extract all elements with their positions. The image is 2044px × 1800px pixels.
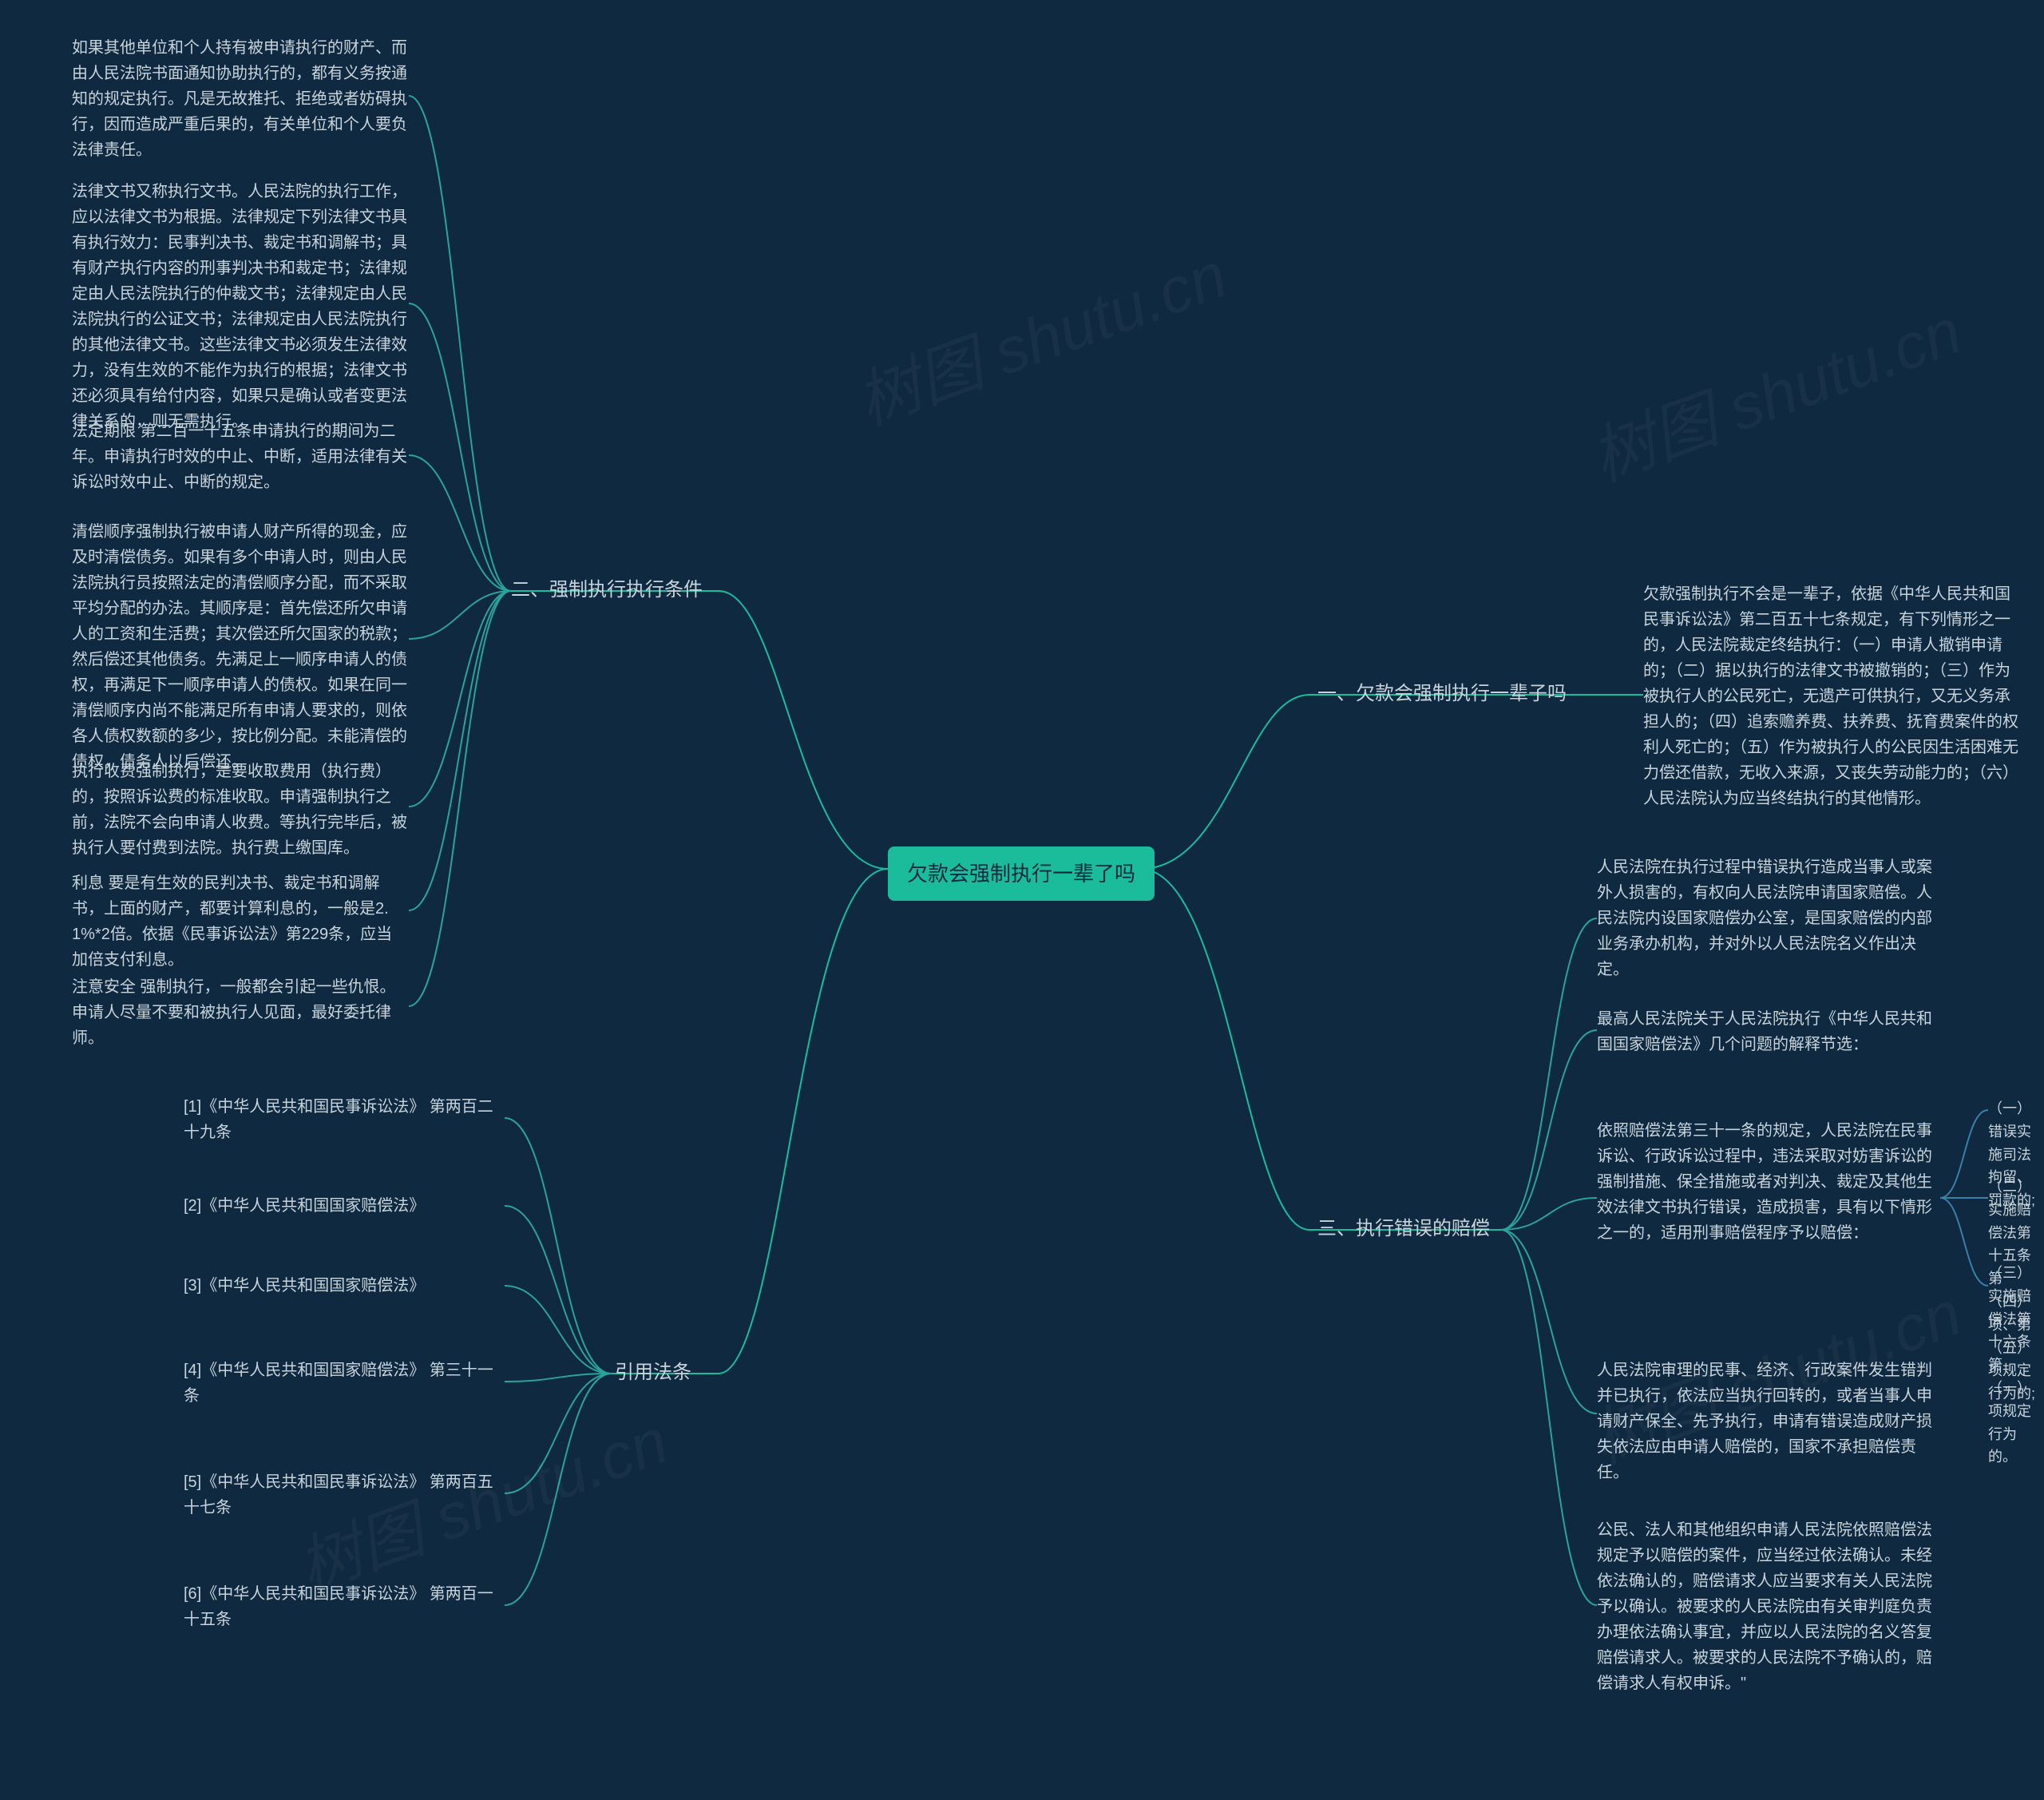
leaf-b3-5: 公民、法人和其他组织申请人民法院依照赔偿法规定予以赔偿的案件，应当经过依法确认。… — [1597, 1517, 1940, 1696]
leaf-b2-7: 注意安全 强制执行，一般都会引起一些仇恨。申请人尽量不要和被执行人见面，最好委托… — [72, 974, 407, 1051]
branch-3: 三、执行错误的赔偿 — [1317, 1214, 1490, 1243]
leaf-b3-3: 依照赔偿法第三十一条的规定，人民法院在民事诉讼、行政诉讼过程中，违法采取对妨害诉… — [1597, 1118, 1940, 1246]
leaf-b3-4: 人民法院审理的民事、经济、行政案件发生错判并已执行，依法应当执行回转的，或者当事… — [1597, 1358, 1940, 1485]
root-node: 欠款会强制执行一辈了吗 — [888, 846, 1155, 901]
leaf-b2-6: 利息 要是有生效的民判决书、裁定书和调解书，上面的财产，都要计算利息的，一般是2… — [72, 870, 407, 973]
branch-1: 一、欠款会强制执行一辈子吗 — [1317, 679, 1567, 708]
leaf-b2-2: 法律文书又称执行文书。人民法院的执行工作，应以法律文书为根据。法律规定下列法律文… — [72, 179, 407, 434]
leaf-b3-3-3: （三）实施赔偿法第十六条第（一）项规定行为的。 — [1988, 1262, 2036, 1469]
leaf-b4-6: [6]《中华人民共和国民事诉讼法》 第两百一十五条 — [184, 1581, 503, 1632]
leaf-b3-2: 最高人民法院关于人民法院执行《中华人民共和国国家赔偿法》几个问题的解释节选： — [1597, 1006, 1940, 1057]
branch-2: 二、强制执行执行条件 — [511, 575, 703, 605]
leaf-b4-4: [4]《中华人民共和国国家赔偿法》 第三十一条 — [184, 1358, 503, 1409]
leaf-b1-1: 欠款强制执行不会是一辈子，依据《中华人民共和国民事诉讼法》第二百五十七条规定，有… — [1643, 581, 2018, 811]
leaf-b4-1: [1]《中华人民共和国民事诉讼法》 第两百二十九条 — [184, 1094, 503, 1145]
leaf-b3-1: 人民法院在执行过程中错误执行造成当事人或案外人损害的，有权向人民法院申请国家赔偿… — [1597, 854, 1940, 982]
leaf-b4-2: [2]《中华人民共和国国家赔偿法》 — [184, 1193, 503, 1219]
leaf-b2-1: 如果其他单位和个人持有被申请执行的财产、而由人民法院书面通知协助执行的，都有义务… — [72, 35, 407, 163]
branch-4: 引用法条 — [615, 1358, 691, 1387]
leaf-b4-3: [3]《中华人民共和国国家赔偿法》 — [184, 1273, 503, 1298]
leaf-b2-4: 清偿顺序强制执行被申请人财产所得的现金，应及时清偿债务。如果有多个申请人时，则由… — [72, 519, 407, 775]
leaf-b4-5: [5]《中华人民共和国民事诉讼法》 第两百五十七条 — [184, 1469, 503, 1520]
leaf-b2-5: 执行收费强制执行，是要收取费用（执行费）的，按照诉讼费的标准收取。申请强制执行之… — [72, 759, 407, 861]
watermark: 树图 shutu.cn — [1577, 280, 1972, 500]
watermark: 树图 shutu.cn — [842, 224, 1238, 444]
leaf-b2-3: 法定期限 第二百一十五条申请执行的期间为二年。申请执行时效的中止、中断，适用法律… — [72, 418, 407, 495]
